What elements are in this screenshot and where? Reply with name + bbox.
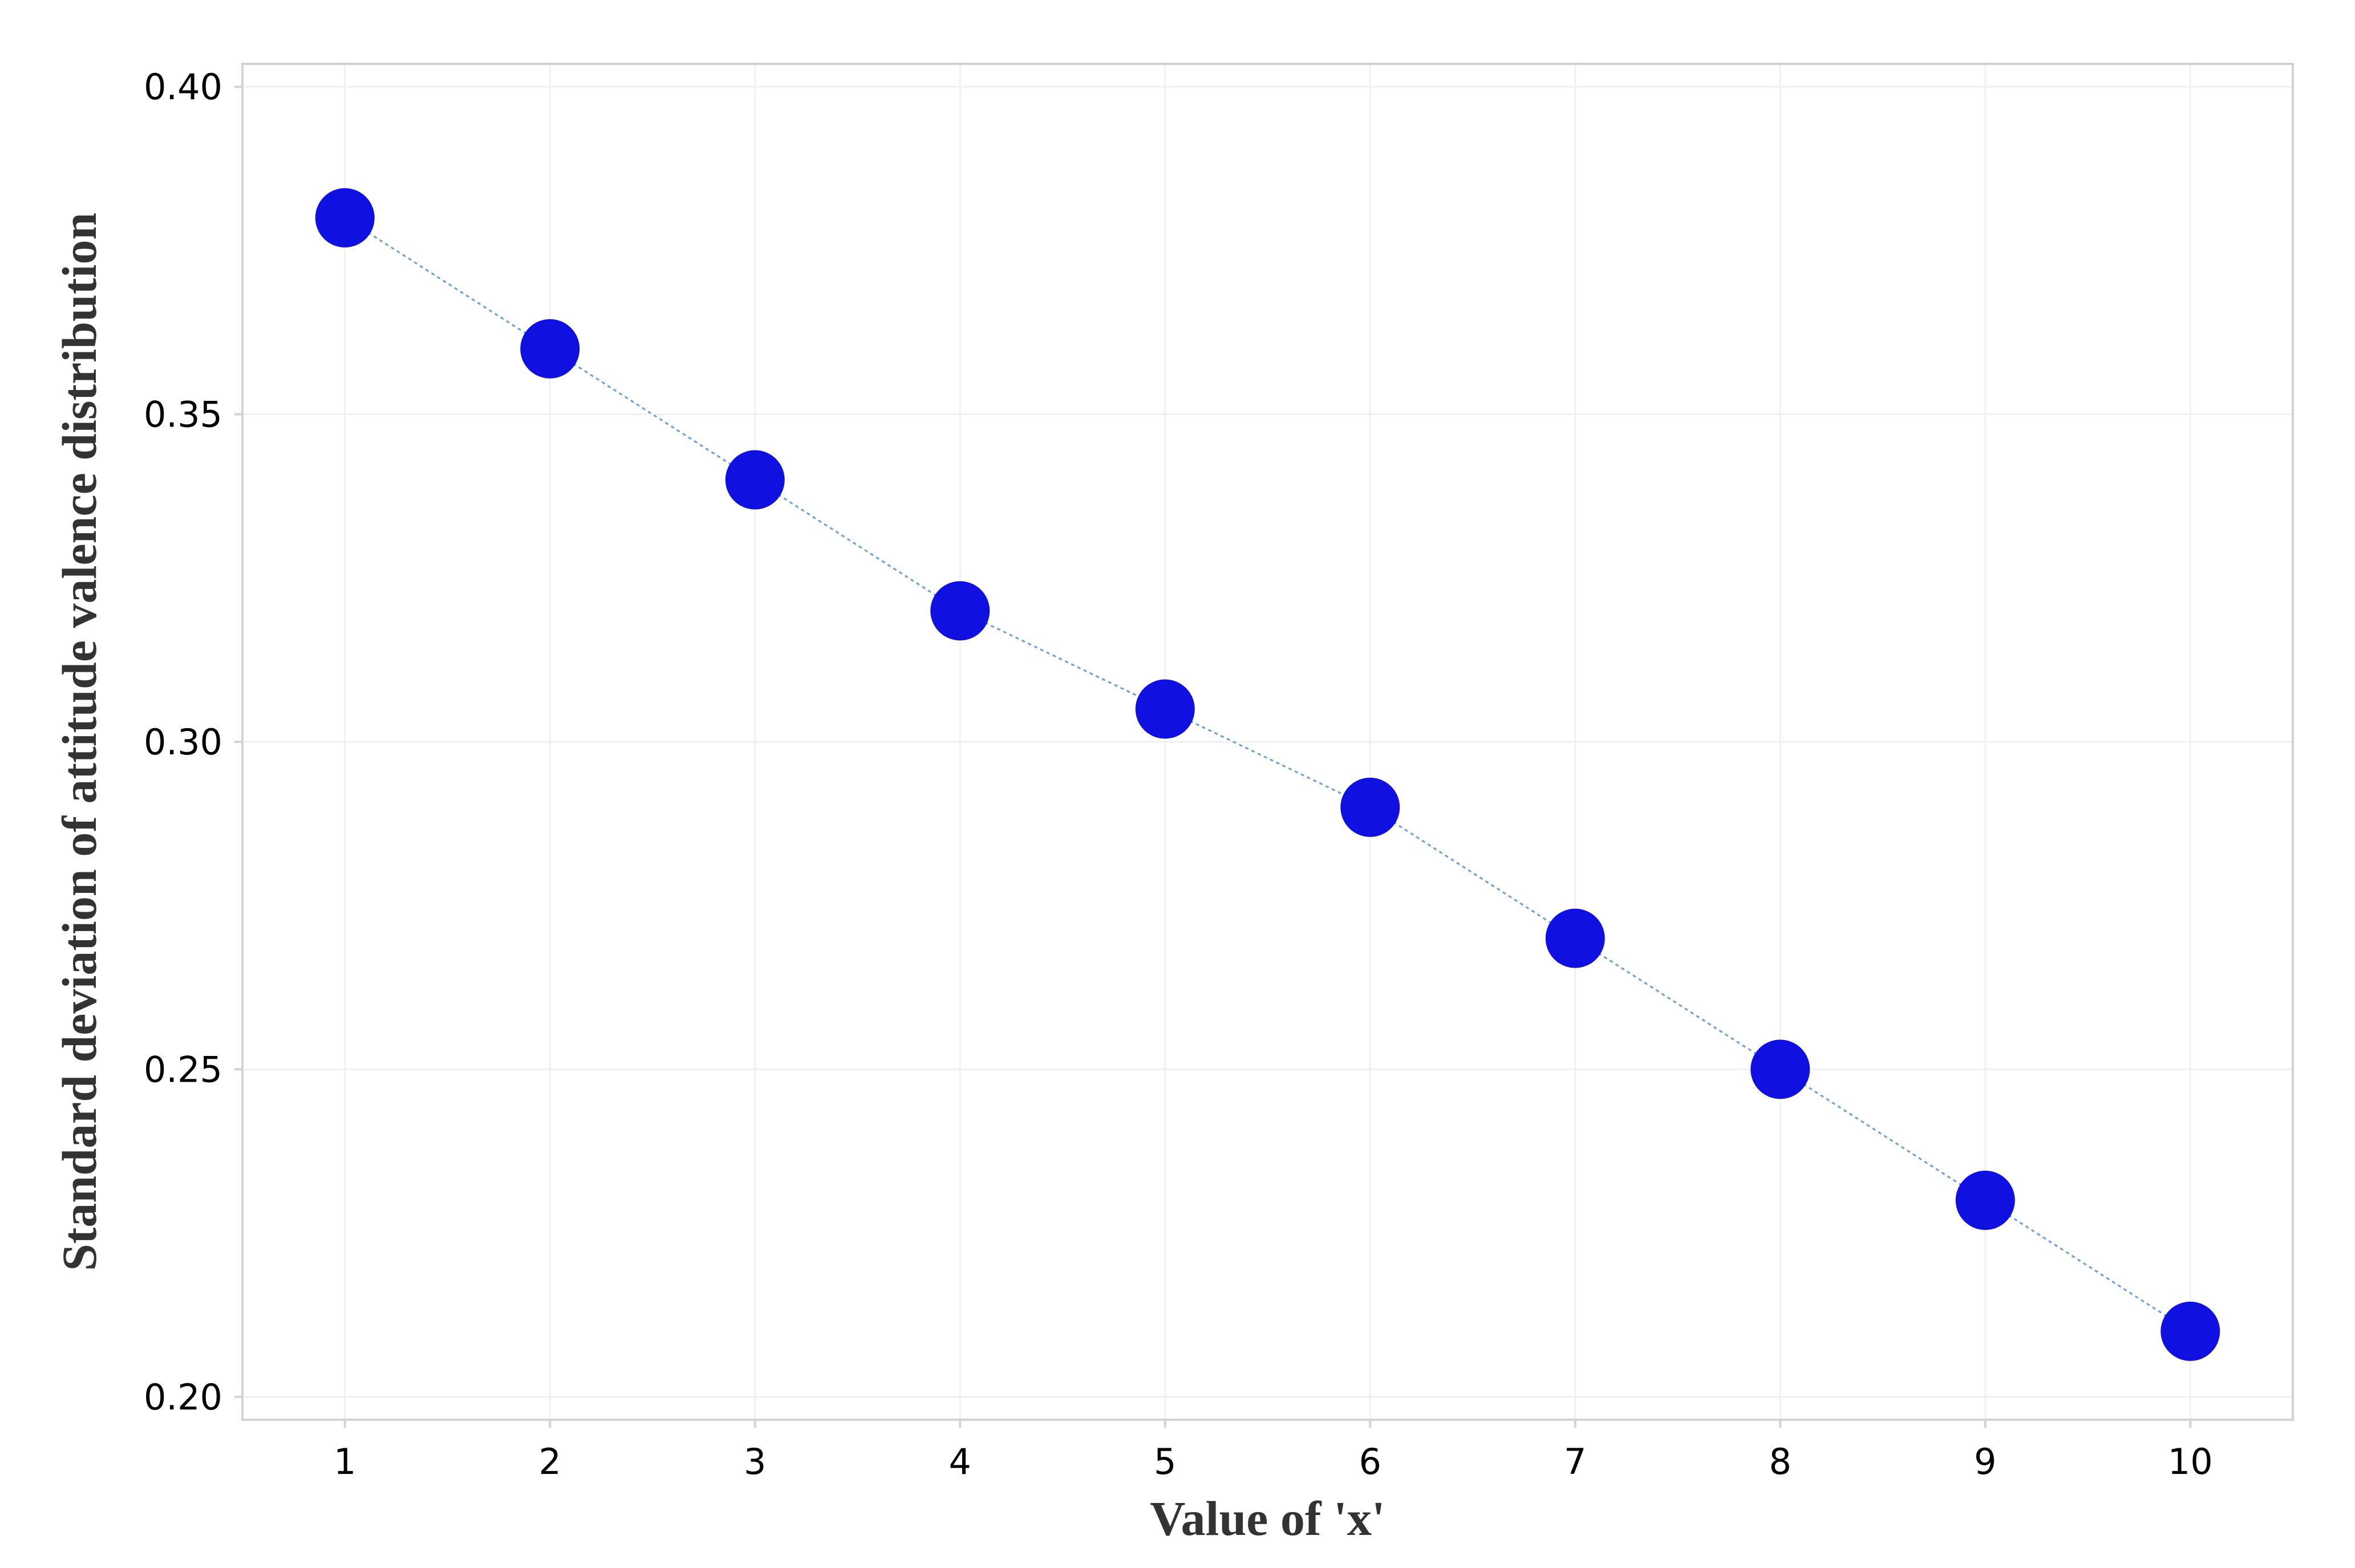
data-point: [1545, 908, 1605, 968]
x-tick-label: 3: [744, 1441, 766, 1482]
y-tick-label: 0.20: [144, 1376, 222, 1418]
x-tick-label: 4: [949, 1441, 971, 1482]
y-tick-label: 0.40: [144, 66, 222, 108]
data-points: [315, 188, 2220, 1361]
y-axis-title: Standard deviation of attitude valence d…: [52, 213, 107, 1271]
x-tick-label: 10: [2168, 1441, 2213, 1482]
tick-labels: 1 2 3 4 5 6 7 8 9 10 0.20 0.25 0.30 0.35 0.40: [144, 66, 2213, 1482]
x-tick-label: 9: [1974, 1441, 1996, 1482]
x-tick-label: 7: [1564, 1441, 1586, 1482]
data-point: [1955, 1171, 2015, 1230]
x-tick-label: 8: [1769, 1441, 1791, 1482]
data-point: [315, 188, 375, 247]
data-point: [725, 450, 785, 510]
x-tick-label: 5: [1154, 1441, 1176, 1482]
data-point: [1135, 679, 1195, 739]
x-tick-label: 6: [1359, 1441, 1381, 1482]
y-tick-label: 0.35: [144, 394, 222, 436]
gridlines: [242, 64, 2293, 1420]
data-point: [2161, 1301, 2220, 1361]
axis-ticks: [234, 86, 2192, 1428]
y-tick-label: 0.30: [144, 721, 222, 763]
x-tick-label: 1: [334, 1441, 356, 1482]
data-point: [1340, 777, 1400, 837]
data-point: [520, 319, 580, 379]
data-point: [1750, 1039, 1810, 1099]
y-tick-label: 0.25: [144, 1049, 222, 1090]
data-point: [930, 581, 990, 641]
x-tick-label: 2: [539, 1441, 561, 1482]
x-axis-title: Value of 'x': [1150, 1491, 1385, 1546]
